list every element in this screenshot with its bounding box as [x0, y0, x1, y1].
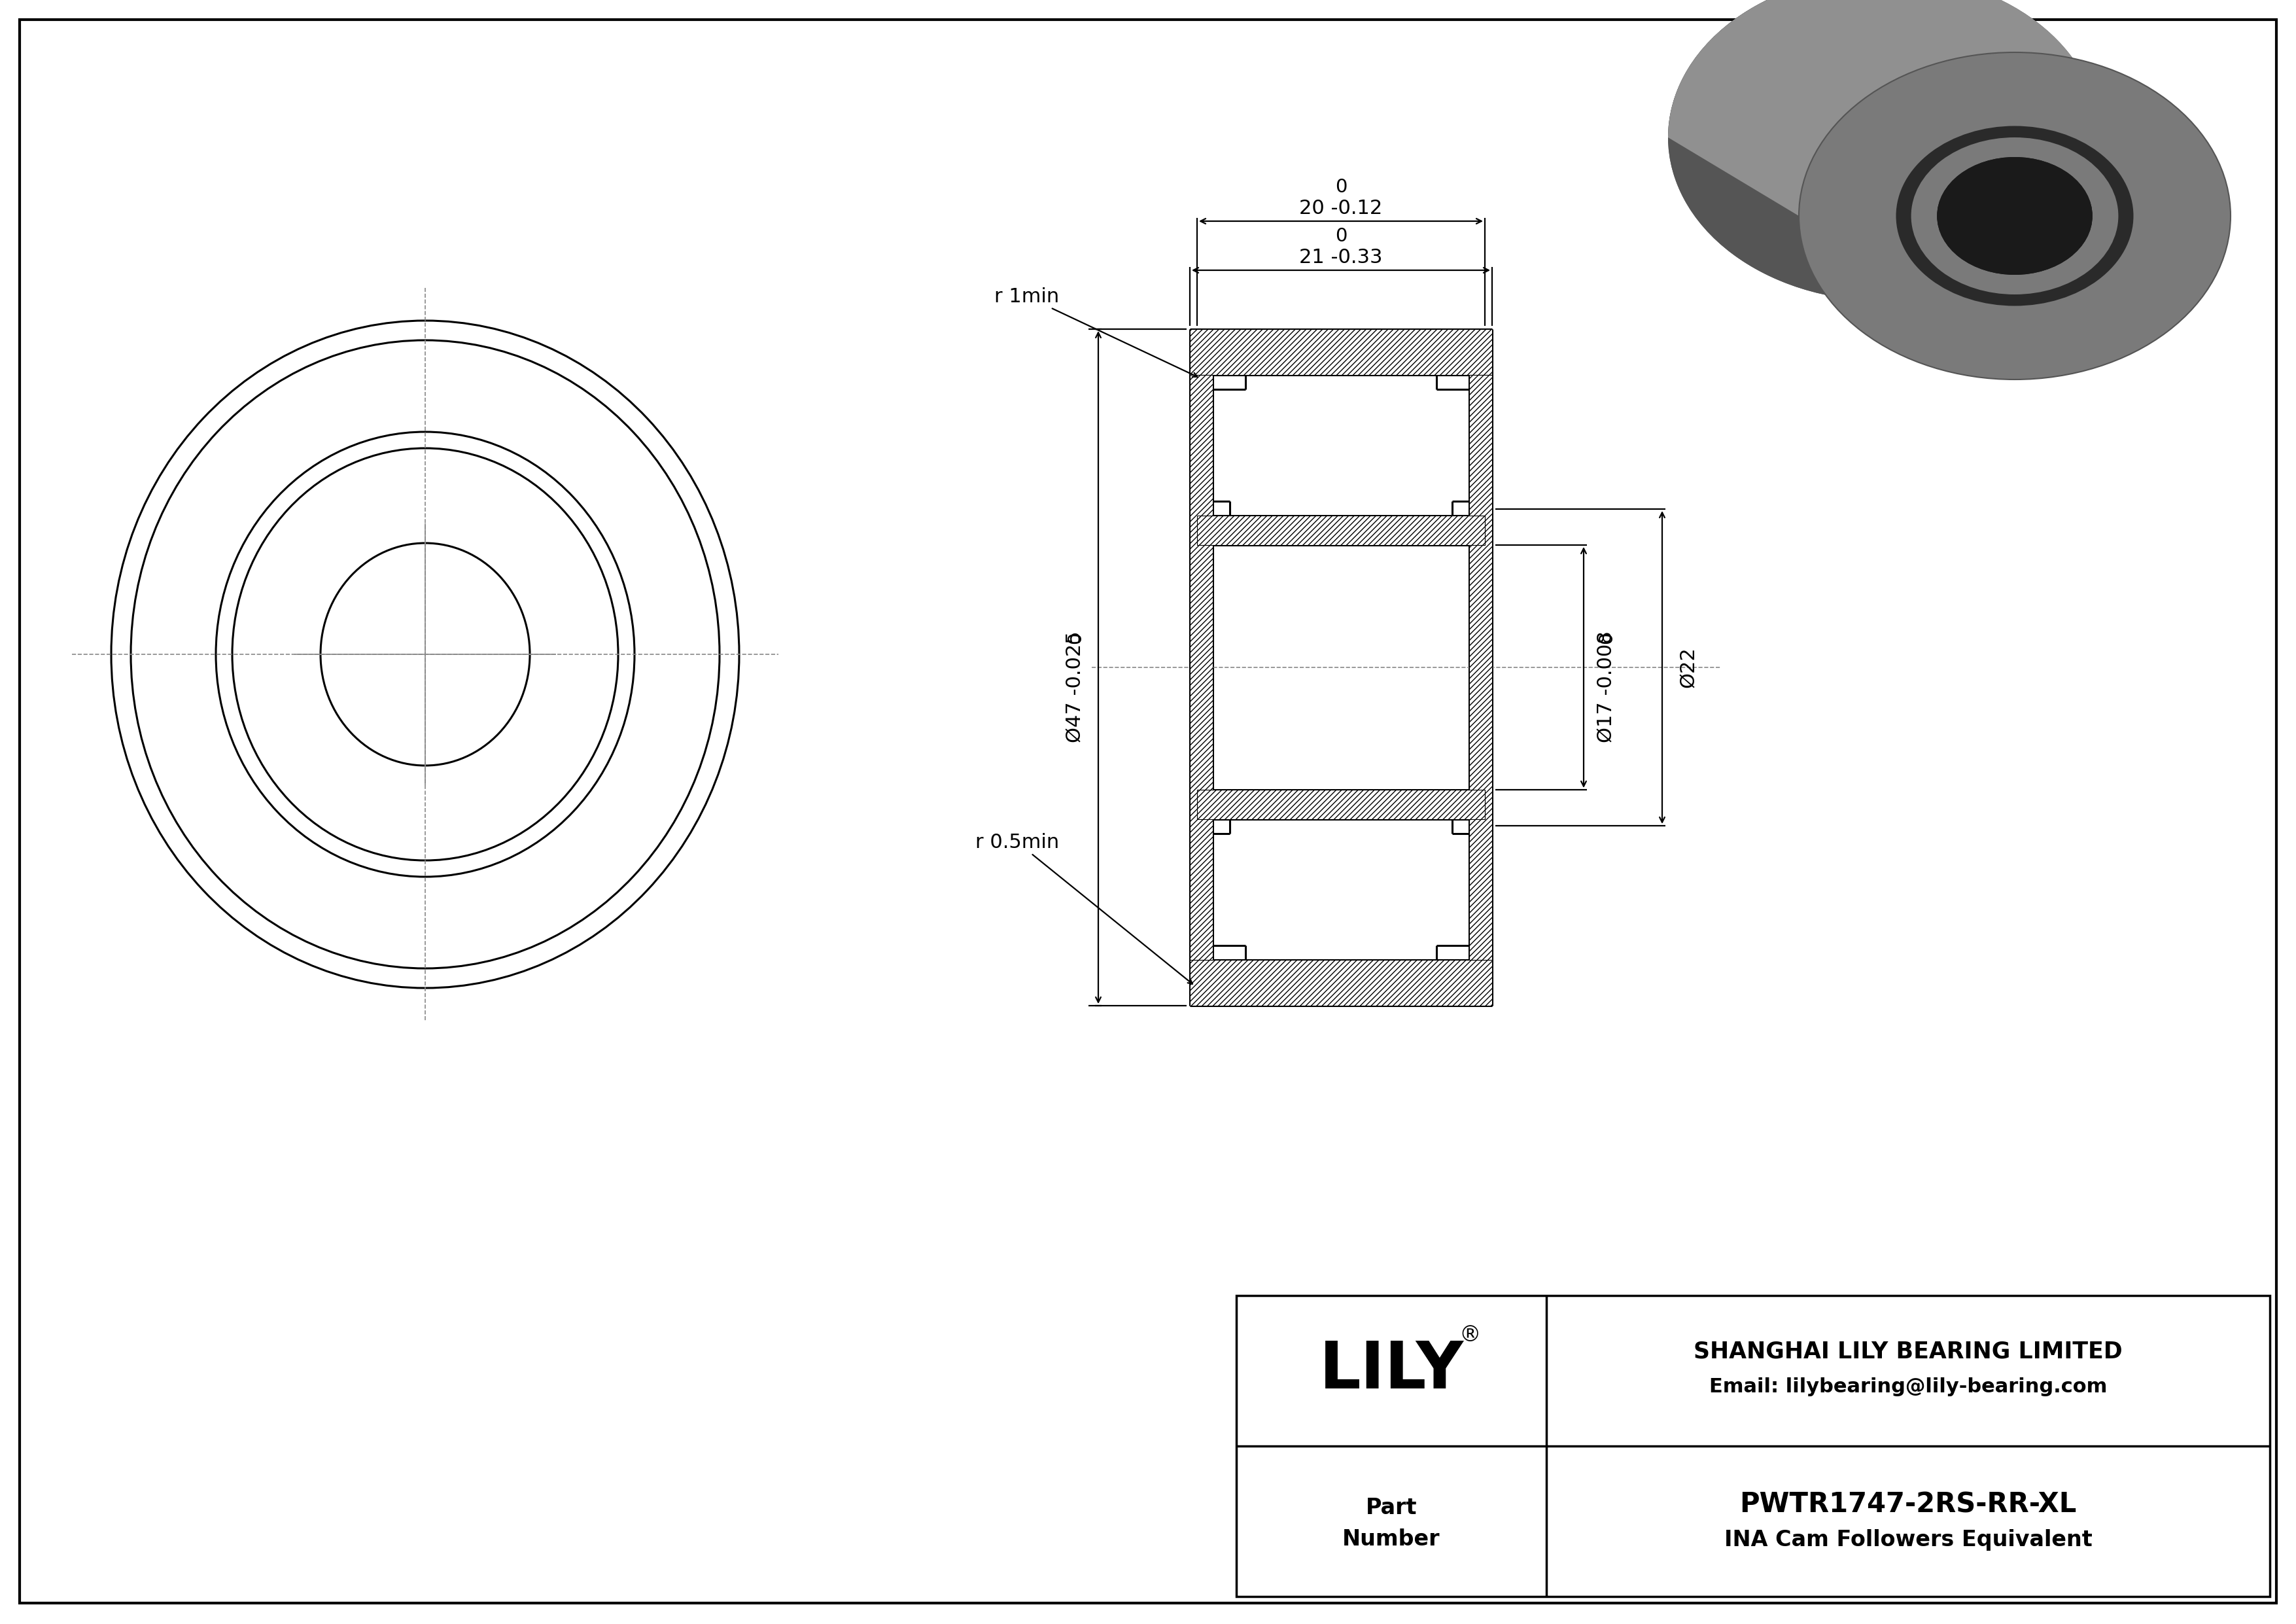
Text: LILY: LILY: [1320, 1340, 1463, 1403]
Text: ®: ®: [1458, 1324, 1481, 1346]
Text: Ø47 -0.025: Ø47 -0.025: [1065, 632, 1086, 742]
Text: INA Cam Followers Equivalent: INA Cam Followers Equivalent: [1724, 1528, 2092, 1551]
Text: Ø22: Ø22: [1678, 646, 1697, 689]
Ellipse shape: [1910, 138, 2119, 294]
Ellipse shape: [1938, 158, 2092, 274]
Ellipse shape: [1667, 0, 2101, 300]
Bar: [1189, 960, 1492, 1005]
Text: Number: Number: [1343, 1528, 1440, 1551]
Bar: [1189, 375, 1212, 960]
Text: 0: 0: [1598, 632, 1616, 645]
Text: r 1min: r 1min: [994, 287, 1196, 377]
Text: r 0.5min: r 0.5min: [976, 833, 1192, 984]
Polygon shape: [1667, 0, 2232, 216]
Text: Ø17 -0.008: Ø17 -0.008: [1598, 632, 1616, 742]
Bar: [1196, 515, 1486, 546]
Text: SHANGHAI LILY BEARING LIMITED: SHANGHAI LILY BEARING LIMITED: [1694, 1340, 2122, 1363]
Ellipse shape: [1798, 52, 2232, 380]
Text: Part: Part: [1366, 1497, 1417, 1518]
Text: Email: lilybearing@lily-bearing.com: Email: lilybearing@lily-bearing.com: [1708, 1377, 2108, 1397]
Text: 0: 0: [1334, 179, 1348, 197]
Text: 0: 0: [1334, 227, 1348, 245]
Polygon shape: [1669, 0, 2014, 380]
Bar: [1469, 375, 1492, 960]
Ellipse shape: [1896, 127, 2133, 305]
Bar: [1189, 330, 1492, 375]
Text: PWTR1747-2RS-RR-XL: PWTR1747-2RS-RR-XL: [1740, 1491, 2076, 1518]
Text: 21 -0.33: 21 -0.33: [1300, 248, 1382, 266]
Bar: [1235, 1296, 2271, 1596]
Text: 0: 0: [1065, 632, 1084, 645]
Ellipse shape: [1938, 158, 2092, 274]
Bar: [1196, 789, 1486, 818]
Text: 20 -0.12: 20 -0.12: [1300, 198, 1382, 218]
